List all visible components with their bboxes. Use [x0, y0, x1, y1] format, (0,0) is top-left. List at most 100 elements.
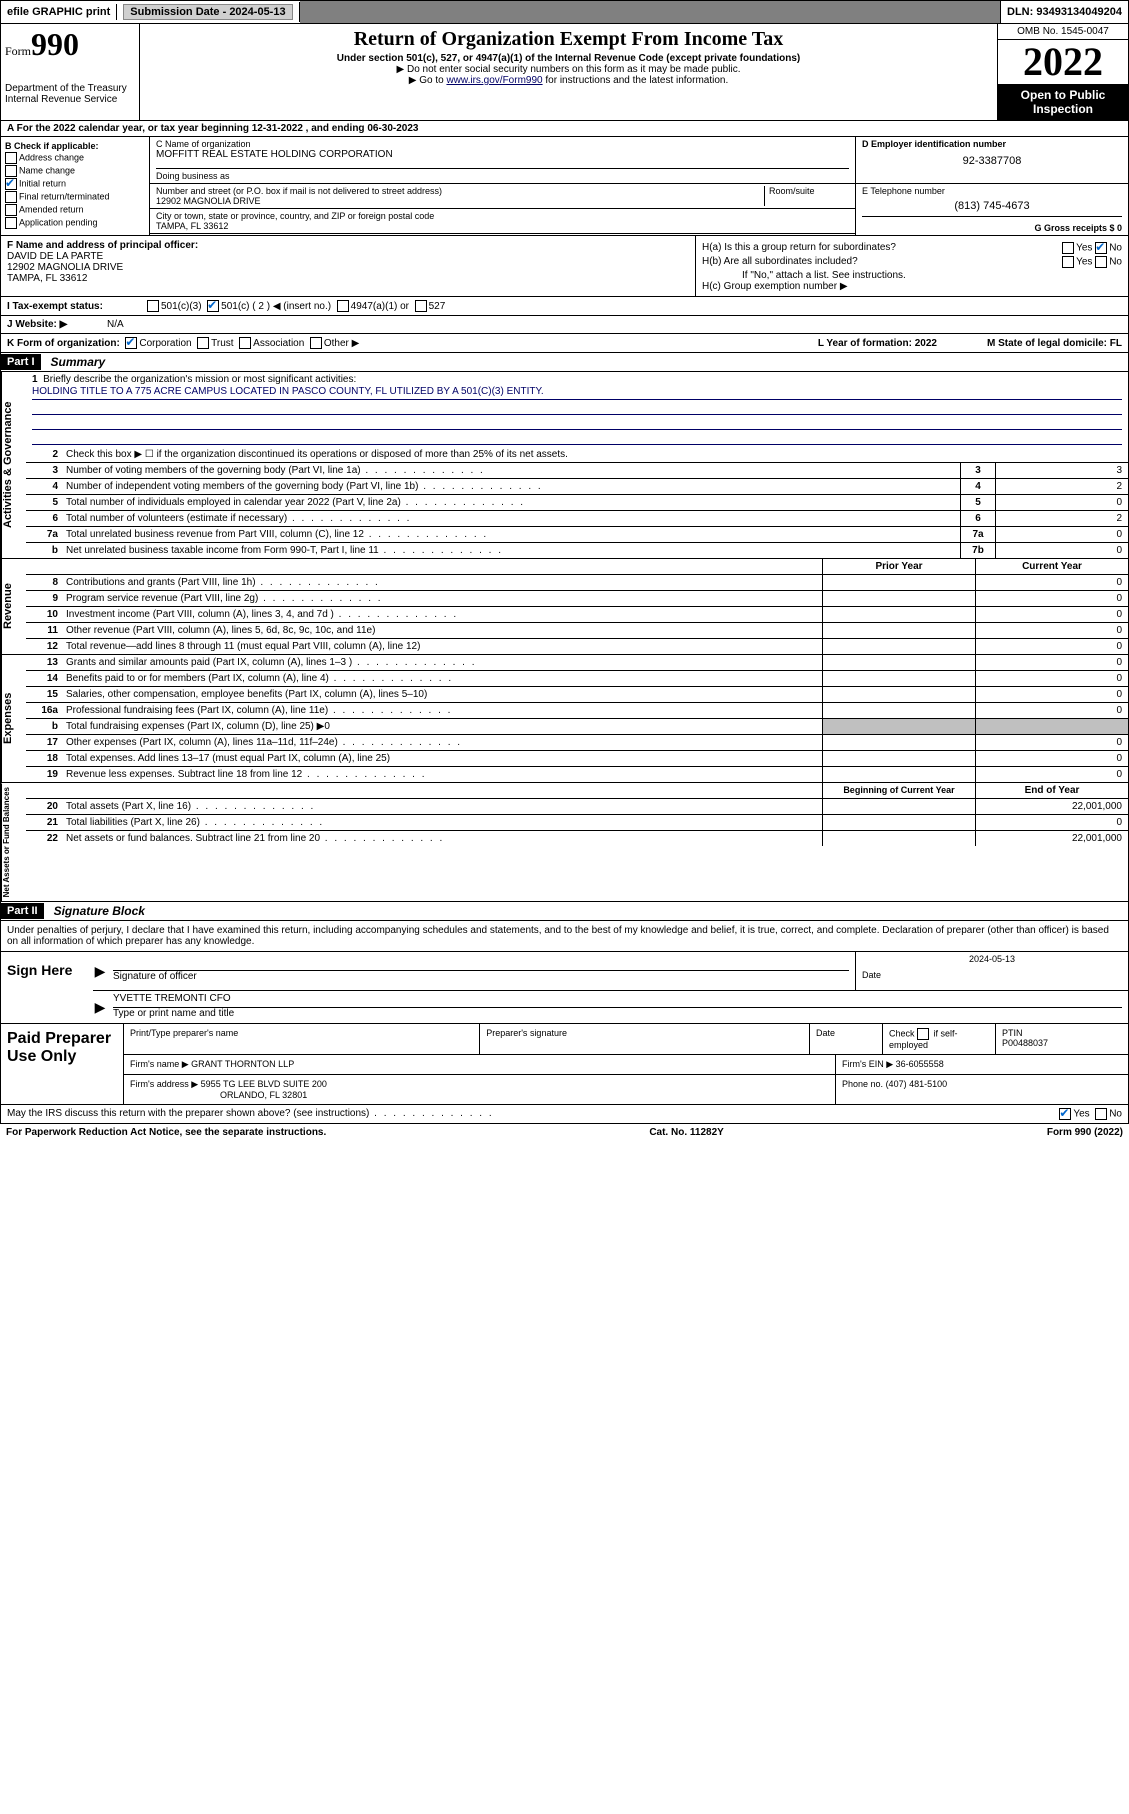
open-inspection: Open to Public Inspection — [998, 84, 1128, 120]
form-word: Form — [5, 44, 31, 58]
l11-c: 0 — [975, 623, 1128, 638]
org-name: MOFFITT REAL ESTATE HOLDING CORPORATION — [156, 149, 849, 160]
sub3-pre: ▶ Go to — [409, 75, 447, 86]
l10-p — [822, 607, 975, 622]
l8-p — [822, 575, 975, 590]
dept-label: Department of the Treasury — [5, 83, 135, 94]
officer-name: DAVID DE LA PARTE — [7, 251, 689, 262]
l4-v: 2 — [995, 479, 1128, 494]
suite-label: Room/suite — [764, 186, 849, 206]
b-opt-4[interactable]: Amended return — [5, 204, 145, 216]
l22-p — [822, 831, 975, 846]
l21-n: 21 — [26, 815, 62, 830]
may-yes: Yes — [1073, 1109, 1089, 1120]
may-yes-cb[interactable] — [1059, 1108, 1071, 1120]
i-cb2[interactable] — [207, 300, 219, 312]
header-left: Form990 Department of the Treasury Inter… — [1, 24, 140, 120]
k-cb1[interactable] — [125, 337, 137, 349]
submission-btn[interactable]: Submission Date - 2024-05-13 — [123, 4, 292, 20]
dba-label: Doing business as — [156, 168, 849, 181]
l19-p — [822, 767, 975, 782]
l21-p — [822, 815, 975, 830]
firm-addr-label: Firm's address ▶ — [130, 1079, 198, 1089]
b-opt-0[interactable]: Address change — [5, 152, 145, 164]
ptin-value: P00488037 — [1002, 1038, 1122, 1048]
l17-n: 17 — [26, 735, 62, 750]
form-header: Form990 Department of the Treasury Inter… — [0, 24, 1129, 121]
sub3-post: for instructions and the latest informat… — [543, 75, 729, 86]
b-opt-1[interactable]: Name change — [5, 165, 145, 177]
mission-label: Briefly describe the organization's miss… — [43, 374, 356, 385]
governance-block: Activities & Governance 1 Briefly descri… — [0, 372, 1129, 559]
l9-c: 0 — [975, 591, 1128, 606]
footer-left: For Paperwork Reduction Act Notice, see … — [6, 1127, 326, 1138]
row-j: J Website: ▶ N/A — [0, 316, 1129, 334]
l16b-p — [822, 719, 975, 734]
b-opt-5[interactable]: Application pending — [5, 217, 145, 229]
i-cb1[interactable] — [147, 300, 159, 312]
city-value: TAMPA, FL 33612 — [156, 221, 849, 231]
form990-link[interactable]: www.irs.gov/Form990 — [446, 75, 542, 86]
firm-name: GRANT THORNTON LLP — [191, 1059, 294, 1069]
l18-c: 0 — [975, 751, 1128, 766]
k-cb3[interactable] — [239, 337, 251, 349]
block-fh: F Name and address of principal officer:… — [0, 236, 1129, 297]
ha-yes[interactable]: Yes — [1076, 243, 1092, 254]
k-year: L Year of formation: 2022 — [818, 338, 937, 349]
l18-t: Total expenses. Add lines 13–17 (must eq… — [62, 751, 822, 766]
b-opt-2[interactable]: Initial return — [5, 178, 145, 190]
hb-yes[interactable]: Yes — [1076, 257, 1092, 268]
c-name: C Name of organization MOFFITT REAL ESTA… — [150, 137, 855, 183]
k-cb2[interactable] — [197, 337, 209, 349]
l6-n: 6 — [26, 511, 62, 526]
l7a-box: 7a — [960, 527, 995, 542]
may-no: No — [1109, 1109, 1122, 1120]
vlabel-rev: Revenue — [1, 559, 26, 654]
i-o2: 501(c) ( 2 ) ◀ (insert no.) — [221, 301, 331, 312]
sign-here-label: Sign Here — [1, 952, 93, 1023]
ha-no[interactable]: No — [1109, 243, 1122, 254]
sig-arrow-2: ▶ — [93, 991, 107, 1023]
l10-t: Investment income (Part VIII, column (A)… — [62, 607, 822, 622]
footer: For Paperwork Reduction Act Notice, see … — [0, 1124, 1129, 1141]
hb-no[interactable]: No — [1109, 257, 1122, 268]
l15-p — [822, 687, 975, 702]
self-employed-cb[interactable] — [917, 1028, 929, 1040]
l2-t: Check this box ▶ ☐ if the organization d… — [62, 447, 1128, 462]
k-state: M State of legal domicile: FL — [987, 338, 1122, 349]
efile-label: efile GRAPHIC print — [1, 4, 117, 20]
l6-t: Total number of volunteers (estimate if … — [62, 511, 960, 526]
l7b-v: 0 — [995, 543, 1128, 558]
addr-right: E Telephone number (813) 745-4673 G Gros… — [855, 184, 1128, 235]
k-cb4[interactable] — [310, 337, 322, 349]
l5-n: 5 — [26, 495, 62, 510]
b-opt-3[interactable]: Final return/terminated — [5, 191, 145, 203]
ptin-label: PTIN — [1002, 1028, 1122, 1038]
header-mid: Return of Organization Exempt From Incom… — [140, 24, 997, 120]
firm-label: Firm's name ▶ — [130, 1059, 189, 1069]
form-title: Return of Organization Exempt From Incom… — [144, 28, 993, 51]
l19-t: Revenue less expenses. Subtract line 18 … — [62, 767, 822, 782]
prior-hdr: Prior Year — [822, 559, 975, 574]
omb-label: OMB No. 1545-0047 — [998, 24, 1128, 40]
l13-t: Grants and similar amounts paid (Part IX… — [62, 655, 822, 670]
l14-p — [822, 671, 975, 686]
l15-t: Salaries, other compensation, employee b… — [62, 687, 822, 702]
officer-city: TAMPA, FL 33612 — [7, 273, 689, 284]
i-cb3[interactable] — [337, 300, 349, 312]
dln-label: DLN: 93493134049204 — [1001, 4, 1128, 20]
addr-label: Number and street (or P.O. box if mail i… — [156, 186, 764, 196]
l7b-n: b — [26, 543, 62, 558]
prep-check-pre: Check — [889, 1029, 915, 1039]
expenses-block: Expenses 13Grants and similar amounts pa… — [0, 655, 1129, 783]
l22-t: Net assets or fund balances. Subtract li… — [62, 831, 822, 846]
l8-c: 0 — [975, 575, 1128, 590]
may-no-cb[interactable] — [1095, 1108, 1107, 1120]
f-label: F Name and address of principal officer: — [7, 240, 689, 251]
l8-t: Contributions and grants (Part VIII, lin… — [62, 575, 822, 590]
l5-v: 0 — [995, 495, 1128, 510]
l15-c: 0 — [975, 687, 1128, 702]
i-cb4[interactable] — [415, 300, 427, 312]
k-o1: Corporation — [139, 338, 191, 349]
firm-addr2: ORLANDO, FL 32801 — [220, 1090, 307, 1100]
